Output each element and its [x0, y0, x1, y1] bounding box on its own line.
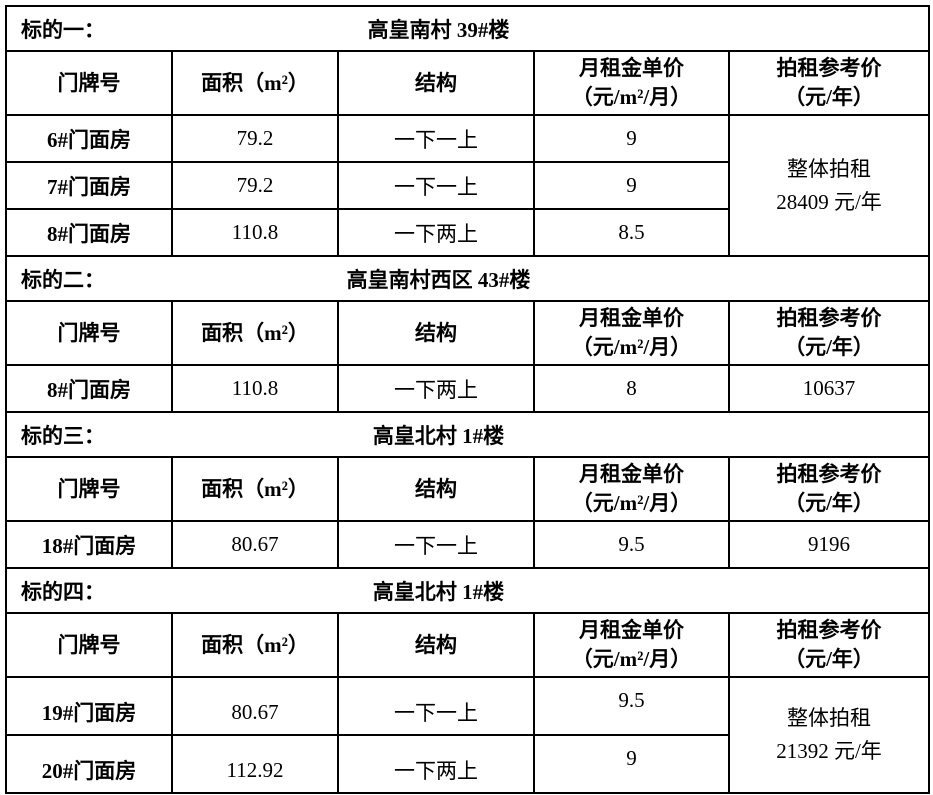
- col-header-structure: 结构: [337, 456, 535, 522]
- auction-notice-document: 标的一： 高皇南村 39#楼 门牌号 面积（m²） 结构 月租金单价 （元/m²…: [4, 5, 931, 794]
- door-number: 6#门面房: [5, 114, 173, 163]
- section-1-building-name: 高皇南村 39#楼: [367, 17, 510, 42]
- col-header-area: 面积（m²）: [171, 456, 339, 522]
- section-4-title-row: 标的四： 高皇北村 1#楼: [4, 567, 931, 614]
- door-number: 8#门面房: [5, 364, 173, 413]
- col-header-door: 门牌号: [5, 456, 173, 522]
- col-header-area: 面积（m²）: [171, 50, 339, 116]
- section-3-label: 标的三：: [21, 423, 105, 448]
- section-3-header-row: 门牌号 面积（m²） 结构 月租金单价 （元/m²/月） 拍租参考价 （元/年）: [5, 456, 931, 522]
- door-number: 20#门面房: [5, 734, 173, 794]
- col-header-rent: 月租金单价 （元/m²/月）: [533, 612, 730, 678]
- rent-value: 8.5: [533, 208, 730, 257]
- price-value: 10637: [727, 364, 931, 413]
- col-header-structure: 结构: [337, 300, 535, 366]
- rent-value: 9: [533, 734, 730, 794]
- section-4-label: 标的四：: [21, 579, 105, 604]
- area-value: 110.8: [171, 208, 339, 257]
- area-value: 79.2: [171, 114, 339, 163]
- area-value: 80.67: [171, 520, 339, 569]
- section-2-label: 标的二：: [21, 267, 105, 292]
- section-1-header-row: 门牌号 面积（m²） 结构 月租金单价 （元/m²/月） 拍租参考价 （元/年）: [5, 50, 931, 116]
- price-value: 9196: [727, 520, 931, 569]
- section-3-title-row: 标的三： 高皇北村 1#楼: [4, 411, 931, 458]
- structure-value: 一下两上: [337, 208, 535, 257]
- rent-value: 9: [533, 114, 730, 163]
- col-header-price: 拍租参考价 （元/年）: [727, 456, 931, 522]
- rent-value: 9.5: [533, 520, 730, 569]
- table-row: 20#门面房 112.92 一下两上 9: [5, 734, 929, 794]
- section-4-header-row: 门牌号 面积（m²） 结构 月租金单价 （元/m²/月） 拍租参考价 （元/年）: [5, 612, 931, 678]
- rent-value: 8: [533, 364, 730, 413]
- price-merged-value: 整体拍租 21392 元/年: [727, 676, 931, 794]
- structure-value: 一下两上: [337, 734, 535, 794]
- col-header-structure: 结构: [337, 612, 535, 678]
- rent-value: 9.5: [533, 676, 730, 736]
- area-value: 80.67: [171, 676, 339, 736]
- section-2-building-name: 高皇南村西区 43#楼: [346, 267, 531, 292]
- col-header-door: 门牌号: [5, 612, 173, 678]
- col-header-area: 面积（m²）: [171, 612, 339, 678]
- section-1-title-row: 标的一： 高皇南村 39#楼: [4, 5, 931, 52]
- section-4-building-name: 高皇北村 1#楼: [372, 579, 505, 604]
- area-value: 79.2: [171, 161, 339, 210]
- col-header-door: 门牌号: [5, 300, 173, 366]
- section-3-building-name: 高皇北村 1#楼: [372, 423, 505, 448]
- area-value: 112.92: [171, 734, 339, 794]
- price-merged-value: 整体拍租 28409 元/年: [727, 114, 931, 257]
- structure-value: 一下一上: [337, 676, 535, 736]
- door-number: 19#门面房: [5, 676, 173, 736]
- col-header-price: 拍租参考价 （元/年）: [727, 50, 931, 116]
- area-value: 110.8: [171, 364, 339, 413]
- door-number: 7#门面房: [5, 161, 173, 210]
- structure-value: 一下一上: [337, 520, 535, 569]
- rent-value: 9: [533, 161, 730, 210]
- structure-value: 一下一上: [337, 114, 535, 163]
- structure-value: 一下一上: [337, 161, 535, 210]
- col-header-rent: 月租金单价 （元/m²/月）: [533, 456, 730, 522]
- col-header-area: 面积（m²）: [171, 300, 339, 366]
- structure-value: 一下两上: [337, 364, 535, 413]
- section-2-header-row: 门牌号 面积（m²） 结构 月租金单价 （元/m²/月） 拍租参考价 （元/年）: [5, 300, 931, 366]
- section-4-title-cell: 标的四： 高皇北村 1#楼: [4, 567, 931, 614]
- col-header-price: 拍租参考价 （元/年）: [727, 612, 931, 678]
- section-1-title-cell: 标的一： 高皇南村 39#楼: [4, 5, 931, 52]
- col-header-rent: 月租金单价 （元/m²/月）: [533, 300, 730, 366]
- door-number: 8#门面房: [5, 208, 173, 257]
- section-2-title-row: 标的二： 高皇南村西区 43#楼: [4, 255, 931, 302]
- col-header-price: 拍租参考价 （元/年）: [727, 300, 931, 366]
- table-row: 8#门面房 110.8 一下两上 8.5: [5, 208, 929, 257]
- table-row: 6#门面房 79.2 一下一上 9 整体拍租 28409 元/年: [5, 114, 931, 257]
- col-header-structure: 结构: [337, 50, 535, 116]
- section-2-title-cell: 标的二： 高皇南村西区 43#楼: [4, 255, 931, 302]
- table-row: 7#门面房 79.2 一下一上 9: [5, 161, 929, 210]
- col-header-door: 门牌号: [5, 50, 173, 116]
- rental-lots-table: 标的一： 高皇南村 39#楼 门牌号 面积（m²） 结构 月租金单价 （元/m²…: [4, 5, 931, 794]
- door-number: 18#门面房: [5, 520, 173, 569]
- table-row: 8#门面房 110.8 一下两上 8 10637: [5, 364, 931, 413]
- col-header-rent: 月租金单价 （元/m²/月）: [533, 50, 730, 116]
- section-3-title-cell: 标的三： 高皇北村 1#楼: [4, 411, 931, 458]
- section-1-label: 标的一：: [21, 17, 105, 42]
- table-row: 19#门面房 80.67 一下一上 9.5 整体拍租 21392 元/年: [5, 676, 931, 794]
- table-row: 18#门面房 80.67 一下一上 9.5 9196: [5, 520, 931, 569]
